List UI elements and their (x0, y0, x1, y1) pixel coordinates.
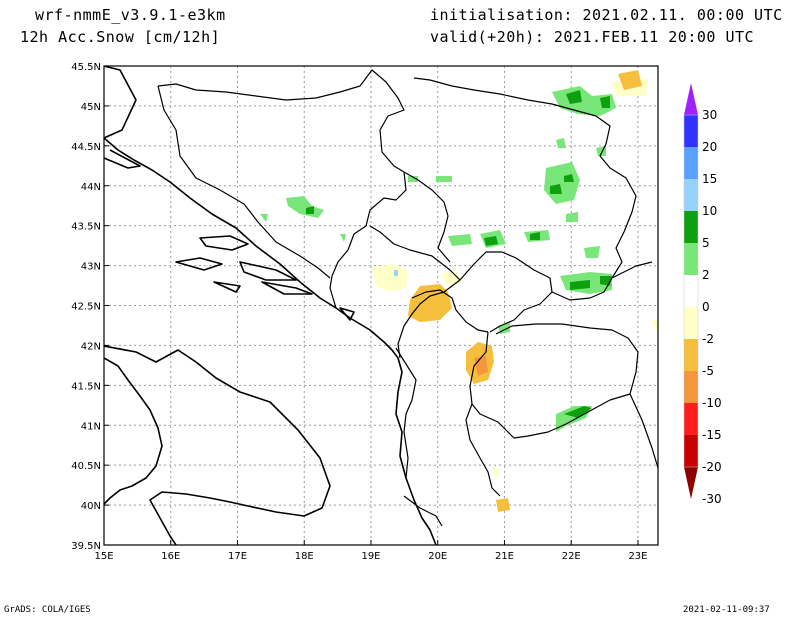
colorbar-label: -15 (702, 428, 722, 442)
lat-label: 45N (81, 102, 101, 113)
colorbar-swatch (684, 339, 698, 371)
colorbar-label: -20 (702, 460, 722, 474)
colorbar-label: 10 (702, 204, 717, 218)
axis-ticks: 15E 16E 17E 18E 19E 20E 21E 22E 23E 45.5N 45N 44.5N… (71, 62, 647, 562)
snow-patch-light-green (436, 176, 452, 182)
colorbar-label: 5 (702, 236, 710, 250)
valid-time: valid(+20h): 2021.FEB.11 20:00 UTC (430, 28, 755, 46)
snow-patch-green (550, 184, 562, 194)
snow-patch-green (600, 96, 610, 108)
lon-label: 22E (562, 551, 581, 562)
lon-label: 16E (161, 551, 180, 562)
lat-label: 44N (81, 182, 101, 193)
colorbar-swatch (684, 115, 698, 147)
snow-patch-light-yellow (650, 318, 658, 332)
snow-patch-green (306, 206, 314, 214)
snow-patch-green (564, 406, 592, 418)
lon-label: 21E (495, 551, 514, 562)
lon-label: 23E (628, 551, 647, 562)
colorbar-label: -2 (702, 332, 714, 346)
snow-patch-light-green (584, 246, 600, 258)
lat-label: 42.5N (71, 302, 101, 313)
snow-patch-light-green (260, 214, 268, 222)
snow-patch-light-green (286, 196, 324, 218)
colorbar-label: -30 (702, 492, 722, 506)
colorbar-label: 30 (702, 108, 717, 122)
coastlines (104, 66, 437, 545)
country-borders (157, 69, 658, 527)
snow-patch-yellow (496, 498, 510, 512)
lat-label: 42N (81, 341, 101, 352)
init-time: initialisation: 2021.02.11. 00:00 UTC (430, 6, 783, 24)
snow-patch-light-green (448, 234, 472, 246)
lat-label: 44.5N (71, 142, 101, 153)
lat-label: 45.5N (71, 62, 101, 73)
lat-label: 41N (81, 421, 101, 432)
colorbar-swatch (684, 211, 698, 243)
colorbar-top-arrow (684, 83, 698, 115)
colorbar-label: 15 (702, 172, 717, 186)
lon-label: 20E (428, 551, 447, 562)
colorbar-label: 2 (702, 268, 710, 282)
lon-label: 15E (94, 551, 113, 562)
footer-timestamp: 2021-02-11-09:37 (683, 605, 770, 615)
lat-label: 40N (81, 501, 101, 512)
snow-patch-yellow (408, 284, 452, 322)
lat-label: 41.5N (71, 381, 101, 392)
colorbar-label: -5 (702, 364, 714, 378)
snow-patch-green (564, 174, 574, 182)
colorbar-label: 0 (702, 300, 710, 314)
colorbar-swatch (684, 243, 698, 275)
lat-label: 43N (81, 262, 101, 273)
lon-label: 19E (361, 551, 380, 562)
snow-patch-green (530, 232, 540, 240)
snow-patch-light-green (340, 234, 346, 242)
snow-patch-light-green (544, 162, 580, 204)
colorbar-swatch (684, 179, 698, 211)
snow-patch-green (566, 90, 582, 104)
snow-patch-blue (394, 270, 398, 276)
lat-label: 40.5N (71, 461, 101, 472)
colorbar-swatch (684, 275, 698, 307)
snow-patch-green (570, 280, 590, 290)
snow-patch-light-green (566, 212, 578, 222)
snow-patch-light-green (556, 138, 566, 148)
snow-patch-light-green (408, 176, 418, 182)
lat-label: 43.5N (71, 222, 101, 233)
lat-label: 39.5N (71, 541, 101, 552)
model-title: wrf-nmmE_v3.9.1-e3km (35, 6, 226, 24)
field-title: 12h Acc.Snow [cm/12h] (20, 28, 221, 46)
colorbar-swatch (684, 147, 698, 179)
colorbar-bottom-arrow (684, 467, 698, 499)
lon-label: 17E (228, 551, 247, 562)
snowfall-field (260, 70, 658, 512)
snow-patch-yellow (618, 70, 642, 90)
snow-patch-light-yellow (372, 264, 408, 292)
snow-patch-green (484, 236, 498, 246)
colorbar-label: -10 (702, 396, 722, 410)
colorbar-swatch (684, 403, 698, 435)
snow-patch-light-yellow (492, 466, 500, 480)
footer-credit: GrADS: COLA/IGES (4, 605, 91, 615)
lon-label: 18E (295, 551, 314, 562)
colorbar-label: 20 (702, 140, 717, 154)
colorbar-frame (683, 114, 699, 468)
colorbar-swatch (684, 307, 698, 339)
colorbar-swatch (684, 435, 698, 467)
colorbar-swatch (684, 371, 698, 403)
